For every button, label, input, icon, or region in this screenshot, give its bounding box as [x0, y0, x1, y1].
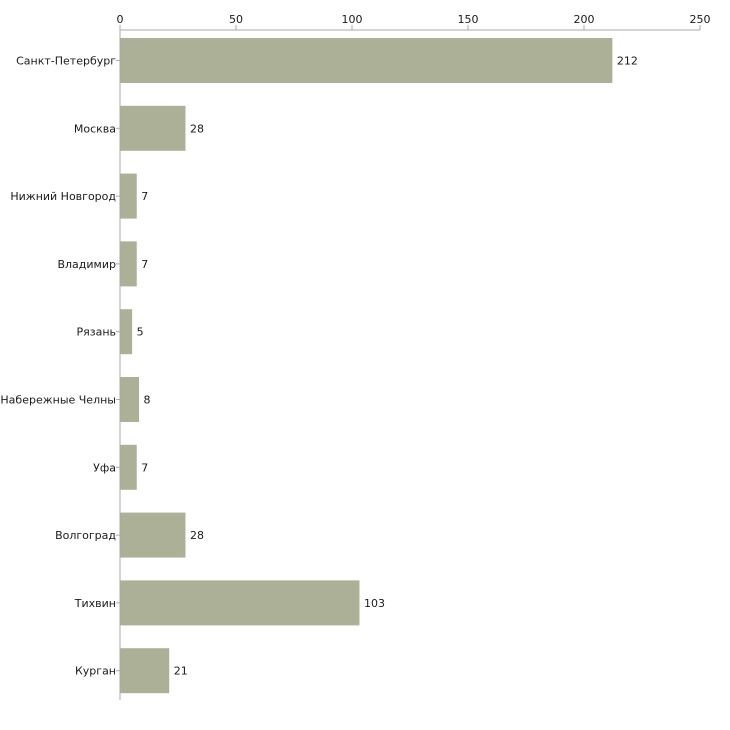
category-label: Владимир — [57, 258, 116, 271]
category-label: Нижний Новгород — [10, 190, 116, 203]
category-label: Рязань — [76, 326, 116, 339]
x-tick-label: 50 — [229, 13, 243, 26]
category-label: Тихвин — [74, 597, 116, 610]
value-label: 103 — [364, 597, 385, 610]
category-label: Курган — [75, 665, 116, 678]
value-label: 7 — [141, 258, 148, 271]
bar — [120, 309, 133, 355]
bar — [120, 444, 137, 490]
bar — [120, 648, 170, 694]
category-label: Набережные Челны — [0, 394, 116, 407]
bar — [120, 580, 360, 626]
bar — [120, 512, 186, 558]
value-label: 7 — [141, 190, 148, 203]
bar — [120, 38, 613, 83]
value-label: 28 — [190, 122, 204, 135]
bar — [120, 173, 137, 219]
value-label: 5 — [137, 326, 144, 339]
x-tick-label: 0 — [117, 13, 124, 26]
value-label: 28 — [190, 529, 204, 542]
x-tick-label: 250 — [690, 13, 711, 26]
category-label: Волгоград — [55, 529, 116, 542]
value-label: 21 — [174, 665, 188, 678]
x-tick-label: 100 — [342, 13, 363, 26]
bar — [120, 377, 140, 422]
category-label: Уфа — [93, 461, 116, 474]
value-label: 212 — [617, 55, 638, 68]
x-tick-label: 200 — [574, 13, 595, 26]
value-label: 7 — [141, 461, 148, 474]
category-label: Санкт-Петербург — [16, 55, 116, 68]
bar — [120, 241, 137, 287]
bar — [120, 105, 186, 151]
value-label: 8 — [144, 394, 151, 407]
x-tick-label: 150 — [458, 13, 479, 26]
category-label: Москва — [74, 122, 116, 135]
